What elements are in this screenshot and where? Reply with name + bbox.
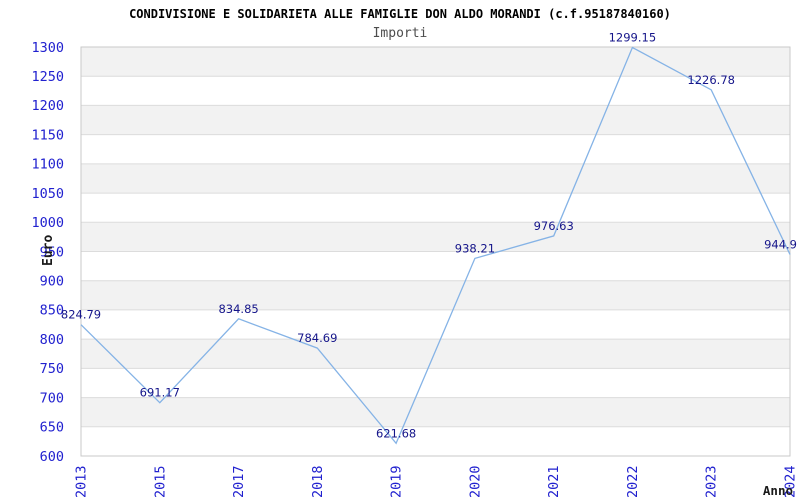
point-value-label: 944.9 [764, 238, 797, 252]
y-tick-label: 600 [40, 449, 64, 465]
point-value-label: 976.63 [534, 219, 574, 233]
x-tick-label: 2013 [74, 465, 90, 498]
x-tick-label: 2023 [704, 465, 720, 498]
x-axis-title: Anno [763, 483, 793, 498]
plot-band [81, 222, 790, 252]
y-tick-label: 750 [40, 361, 64, 377]
y-tick-label: 1200 [31, 98, 64, 114]
data-line [80, 46, 791, 445]
plot-band [81, 339, 790, 369]
x-tick-label: 2024 [783, 465, 799, 498]
x-tick-label: 2017 [231, 465, 247, 498]
plot-band [81, 47, 790, 77]
x-tick-label: 2019 [389, 465, 405, 498]
x-tick-label: 2020 [467, 465, 483, 498]
point-value-label: 938.21 [455, 241, 495, 255]
y-tick-label: 650 [40, 420, 64, 436]
plot-frame [80, 46, 791, 457]
y-tick-label: 950 [40, 244, 64, 260]
chart-subtitle: Importi [372, 26, 428, 41]
plot-band [81, 163, 790, 194]
y-tick-label: 850 [40, 303, 64, 319]
y-tick-label: 800 [40, 332, 64, 348]
y-tick-label: 1150 [31, 127, 64, 143]
point-value-label: 1226.78 [687, 73, 735, 87]
x-tick-label: 2022 [625, 465, 641, 498]
y-tick-label: 1300 [31, 40, 64, 56]
plot-band [81, 397, 790, 427]
chart-title: CONDIVISIONE E SOLIDARIETA ALLE FAMIGLIE… [129, 7, 671, 21]
y-tick-label: 1100 [31, 157, 64, 173]
point-value-label: 1299.15 [609, 31, 657, 45]
plot-band [81, 280, 790, 310]
y-tick-label: 1000 [31, 215, 64, 231]
point-value-label: 824.79 [61, 308, 101, 322]
y-tick-label: 1050 [31, 186, 64, 202]
x-tick-label: 2018 [310, 465, 326, 498]
x-tick-label: 2015 [152, 465, 168, 498]
x-tick-label: 2021 [546, 465, 562, 498]
y-tick-label: 700 [40, 390, 64, 406]
y-tick-label: 1250 [31, 69, 64, 85]
y-tick-label: 900 [40, 274, 64, 290]
point-value-label: 691.17 [140, 386, 180, 400]
point-value-label: 834.85 [218, 302, 258, 316]
point-value-label: 621.68 [376, 426, 416, 440]
point-value-label: 784.69 [297, 331, 337, 345]
plot-band [81, 105, 790, 135]
y-axis-title: Euro [41, 235, 56, 266]
